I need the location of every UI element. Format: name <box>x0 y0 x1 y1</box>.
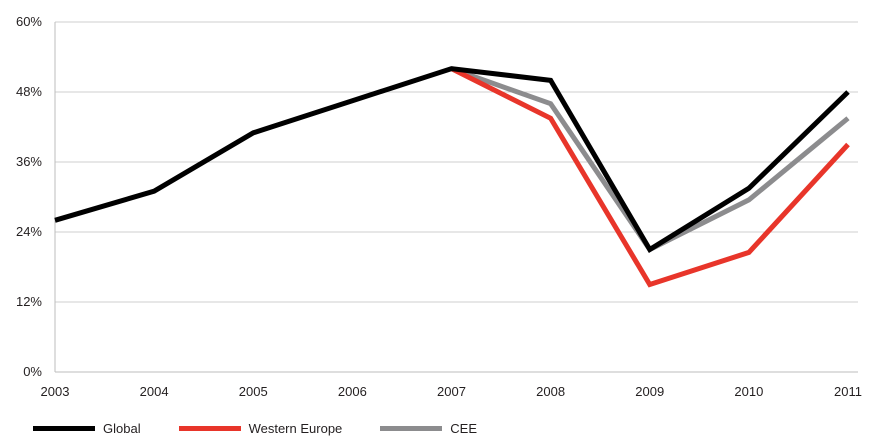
legend-item-global: Global <box>33 421 141 436</box>
x-tick-label: 2004 <box>140 384 169 399</box>
x-tick-label: 2007 <box>437 384 466 399</box>
series-lines <box>54 66 850 288</box>
x-tick-label: 2008 <box>536 384 565 399</box>
y-tick-label: 60% <box>16 14 42 29</box>
legend-label-cee: CEE <box>450 421 478 436</box>
x-tick-label: 2011 <box>834 384 862 399</box>
y-tick-label: 48% <box>16 84 42 99</box>
y-tick-label: 0% <box>23 364 42 379</box>
y-tick-label: 36% <box>16 154 42 169</box>
x-axis-ticks: 2003 2004 2005 2006 2007 2008 2009 2010 2011 <box>41 384 862 399</box>
series-line-western-europe <box>450 66 850 288</box>
y-tick-label: 24% <box>16 224 42 239</box>
legend: Global Western Europe CEE <box>33 421 515 436</box>
legend-swatch-western-europe <box>178 426 241 431</box>
x-tick-label: 2010 <box>734 384 763 399</box>
x-tick-label: 2003 <box>41 384 70 399</box>
legend-swatch-global <box>33 426 95 431</box>
y-tick-label: 12% <box>16 294 42 309</box>
y-axis-ticks: 0% 12% 24% 36% 48% 60% <box>16 14 42 379</box>
legend-item-western-europe: Western Europe <box>178 421 343 436</box>
x-tick-label: 2009 <box>635 384 664 399</box>
legend-item-cee: CEE <box>380 421 477 436</box>
legend-swatch-cee <box>380 426 443 431</box>
x-tick-label: 2005 <box>239 384 268 399</box>
series-line-global <box>54 66 850 253</box>
x-tick-label: 2006 <box>338 384 367 399</box>
grid-lines <box>54 21 858 373</box>
legend-label-western-europe: Western Europe <box>248 421 343 436</box>
legend-label-global: Global <box>103 421 141 436</box>
